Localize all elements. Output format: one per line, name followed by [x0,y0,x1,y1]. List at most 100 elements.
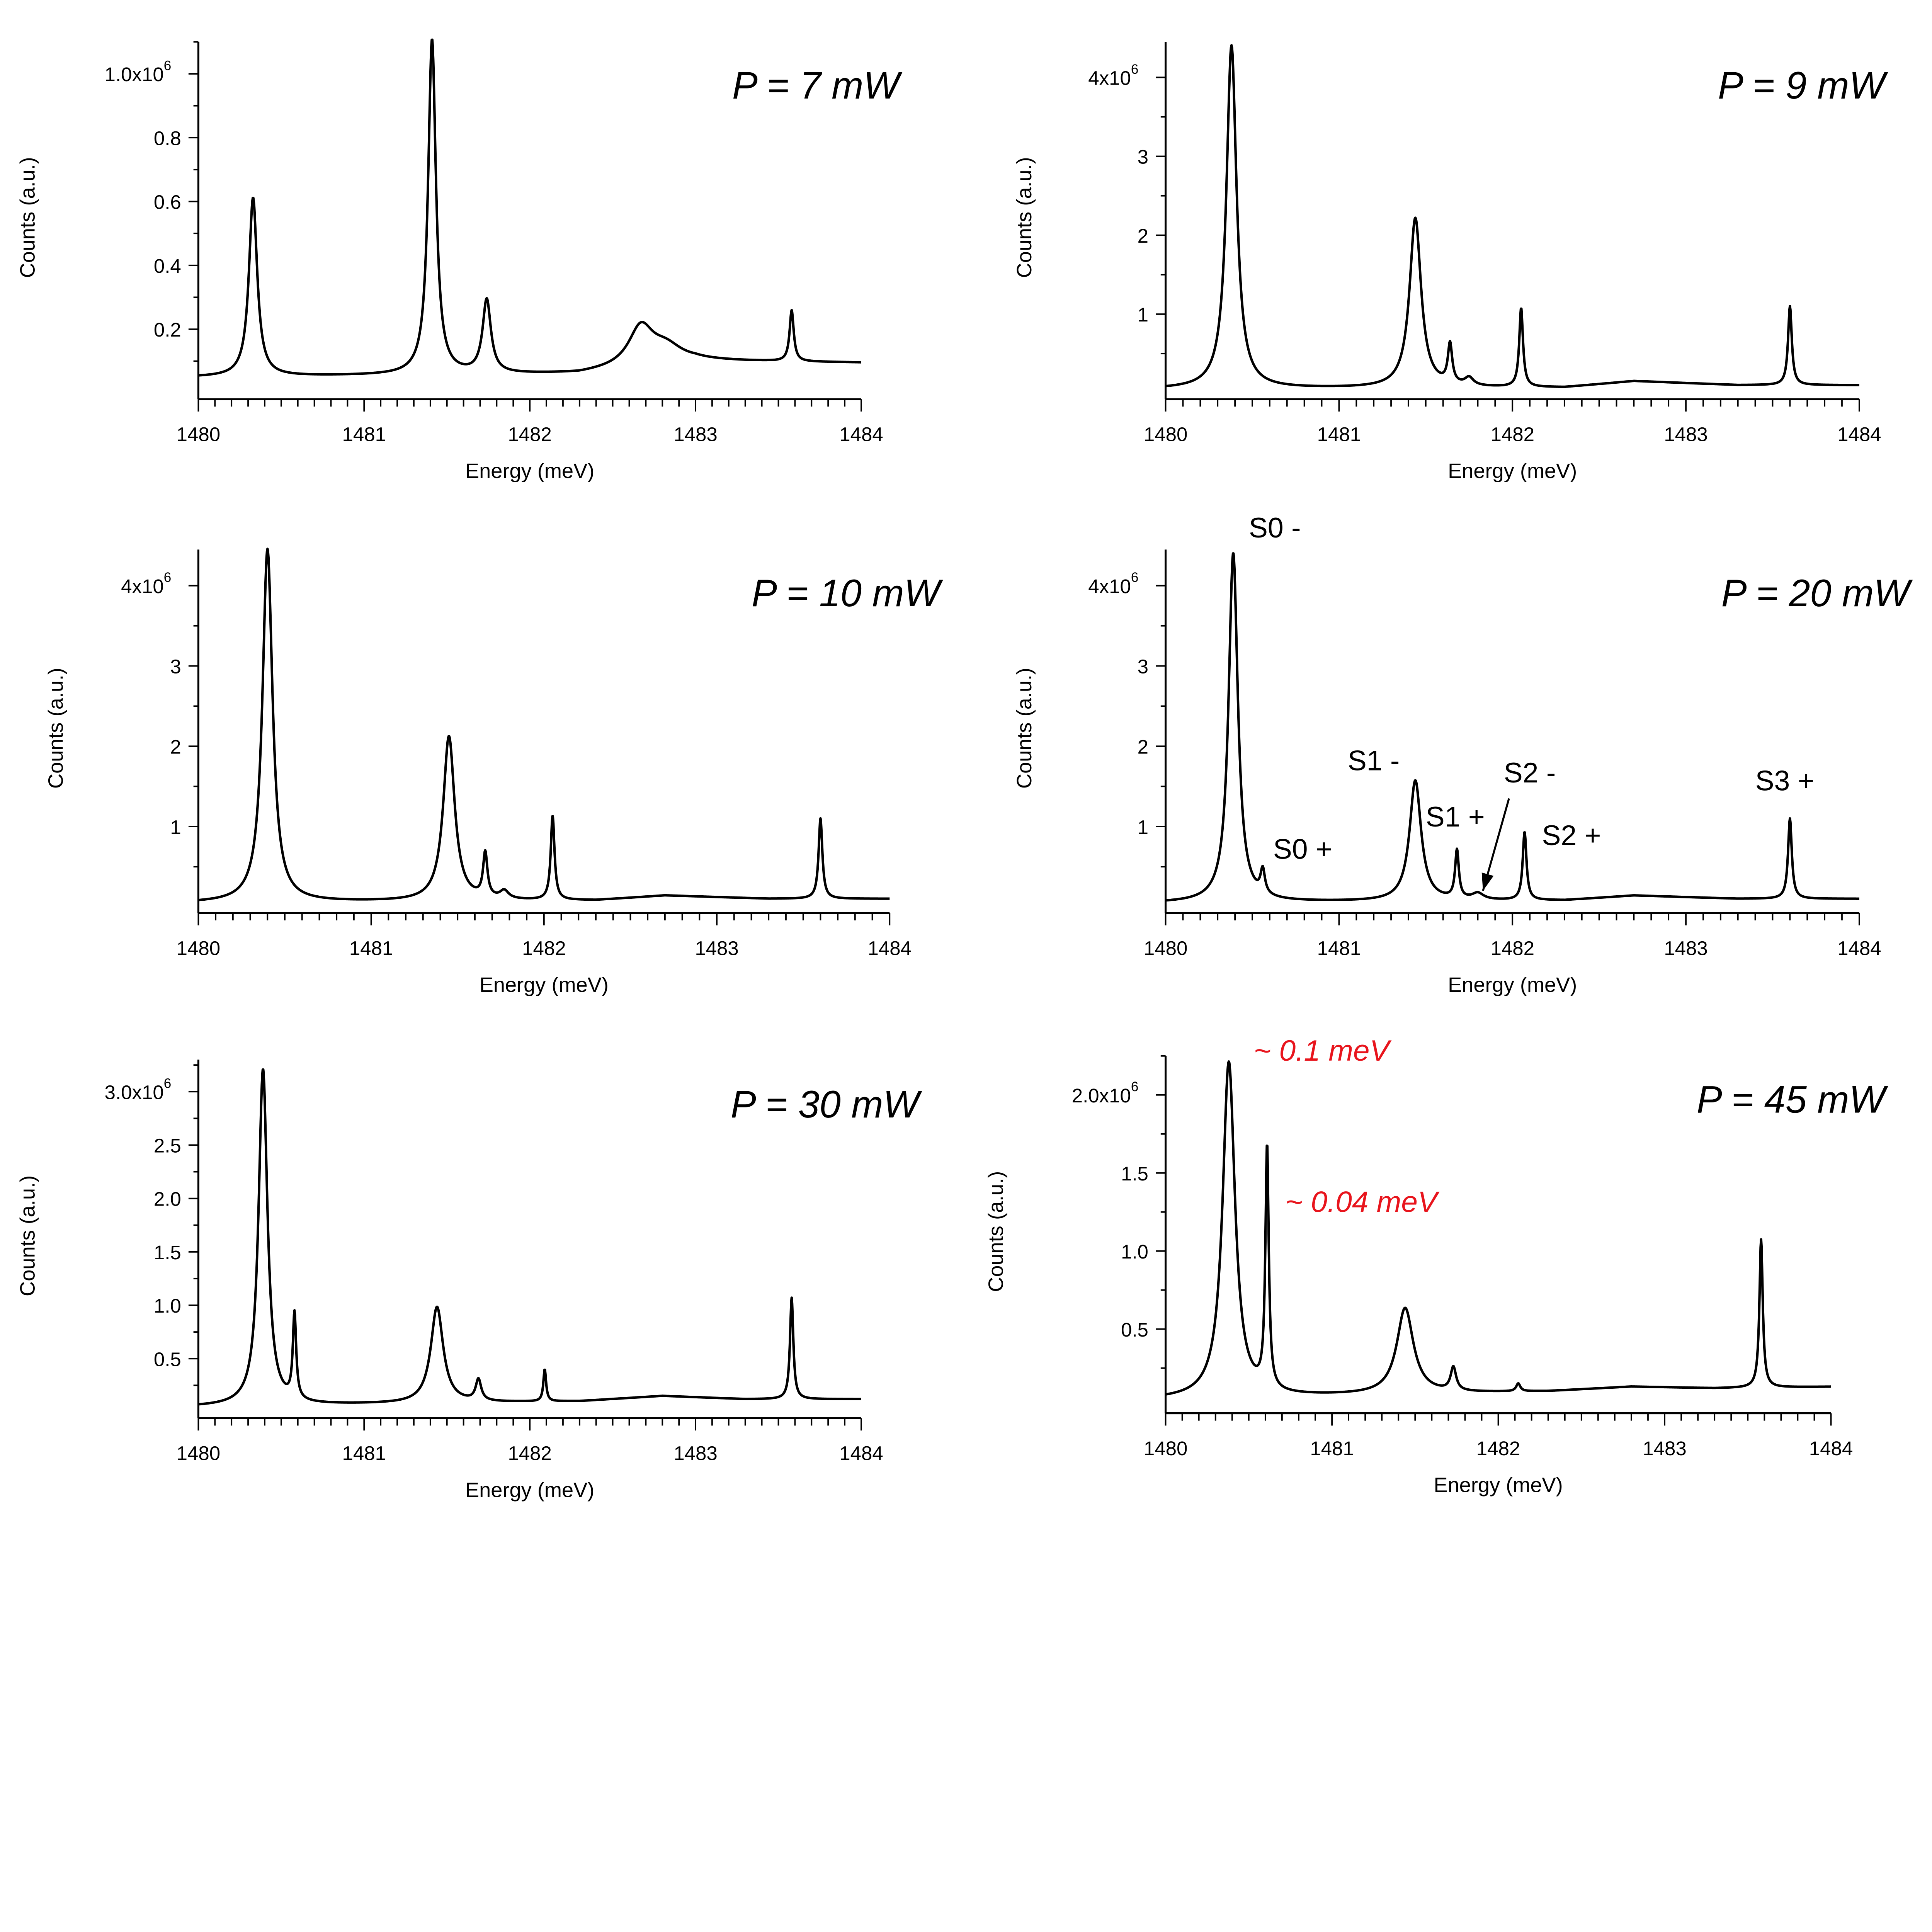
x-tick-label: 1481 [342,1442,386,1464]
y-axis-title: Counts (a.u.) [16,157,39,278]
spectrum-trace [1165,44,1860,388]
y-tick-label: 2.0x106 [1072,1079,1139,1107]
y-tick-label: 1.5 [1121,1163,1148,1185]
x-tick-label: 1482 [1490,423,1534,446]
x-axis-title: Energy (meV) [465,459,594,483]
y-tick-exponent: 6 [1131,570,1139,585]
x-tick-label: 1482 [508,1442,552,1464]
y-tick-label: 0.2 [154,319,181,341]
y-tick-label: 4x106 [1088,570,1138,597]
spectrum-trace [197,1068,862,1406]
y-tick-label: 1 [1138,816,1148,838]
x-tick-label: 1481 [1317,423,1361,446]
x-tick-label: 1483 [1664,937,1708,959]
x-axis-title: Energy (meV) [1448,973,1577,997]
y-tick-label: 2.5 [154,1135,181,1157]
y-axis-title: Counts (a.u.) [1013,668,1036,789]
x-axis-title: Energy (meV) [1434,1474,1563,1497]
y-tick-exponent: 6 [164,1076,172,1091]
y-tick-label: 1 [1138,304,1148,326]
peak-annotation: S2 - [1504,757,1556,789]
y-tick-label: 1.0 [154,1295,181,1317]
x-tick-label: 1484 [1837,937,1881,959]
peak-annotation: S3 + [1755,765,1815,797]
panel-3: 1480 1481 1482 1483 1484 1 2 3 4x106 Energy (meV)… [44,548,944,997]
figure-canvas: 1480 1481 1482 1483 1484 0.2 0.4 0.6 0.8 1.0x106 E… [16,38,1913,1502]
y-axis-title: Counts (a.u.) [44,668,68,789]
x-tick-label: 1483 [1643,1437,1687,1459]
peak-annotation: S0 - [1249,512,1301,544]
panel-title: P = 45 mW [1697,1078,1889,1121]
y-tick-label: 3 [170,656,181,678]
linewidth-annotation: ~ 0.04 meV [1286,1186,1440,1219]
x-tick-label: 1484 [839,423,883,446]
y-axis-title: Counts (a.u.) [16,1175,39,1296]
panel-6: 1480 1481 1482 1483 1484 0.5 1.0 1.5 2.0x106 Ener… [985,1034,1889,1497]
peak-annotation: S2 + [1542,820,1601,851]
x-tick-label: 1481 [349,937,393,959]
y-tick-label: 1.5 [154,1242,181,1264]
x-tick-label: 1484 [868,937,912,959]
x-tick-label: 1480 [1144,937,1188,959]
y-tick-exponent: 6 [164,570,172,585]
y-tick-label: 1 [170,816,181,838]
panel-1: 1480 1481 1482 1483 1484 0.2 0.4 0.6 0.8 1.0x106 E… [16,38,903,483]
y-tick-label: 1.0x106 [105,58,172,85]
x-tick-label: 1480 [1144,423,1188,446]
panel-title: P = 30 mW [731,1083,923,1126]
linewidth-annotation: ~ 0.1 meV [1254,1034,1392,1067]
y-tick-label: 4x106 [1088,62,1138,89]
x-tick-label: 1483 [673,1442,718,1464]
y-axis-title: Counts (a.u.) [985,1171,1008,1292]
y-tick-label: 2 [1138,225,1148,247]
spectrum-trace [197,548,891,901]
x-tick-label: 1481 [342,423,386,446]
y-tick-label: 0.5 [154,1348,181,1370]
x-axis-title: Energy (meV) [1448,459,1577,483]
x-tick-label: 1482 [508,423,552,446]
x-axis-title: Energy (meV) [480,973,609,997]
x-axis-title: Energy (meV) [465,1478,594,1502]
panel-title: P = 10 mW [752,572,944,614]
x-tick-label: 1484 [1809,1437,1853,1459]
x-tick-label: 1482 [1476,1437,1520,1459]
spectrum-trace [197,38,862,377]
x-tick-label: 1484 [1837,423,1881,446]
spectrum-trace [1165,1060,1832,1396]
y-tick-label: 0.4 [154,255,181,277]
y-tick-exponent: 6 [164,58,172,73]
peak-annotation: S1 - [1348,745,1400,777]
x-tick-label: 1480 [177,1442,220,1464]
x-tick-label: 1480 [177,937,220,959]
y-tick-exponent: 6 [1131,1079,1139,1094]
y-tick-label: 2.0 [154,1188,181,1210]
x-tick-label: 1482 [522,937,566,959]
x-tick-label: 1480 [1144,1437,1188,1459]
y-tick-label: 4x106 [121,570,171,597]
arrow-head [1481,872,1494,891]
y-tick-label: 0.5 [1121,1319,1148,1341]
y-tick-label: 0.6 [154,191,181,213]
spectrum-trace [1165,552,1860,902]
y-tick-label: 2 [170,736,181,758]
peak-annotation: S1 + [1426,801,1485,833]
x-tick-label: 1481 [1317,937,1361,959]
y-tick-label: 3 [1138,656,1148,678]
panel-title: P = 9 mW [1718,64,1889,107]
peak-annotation: S0 + [1273,833,1332,865]
panel-title: P = 7 mW [732,64,903,107]
y-axis-title: Counts (a.u.) [1013,157,1036,278]
y-tick-exponent: 6 [1131,62,1139,77]
x-tick-label: 1484 [839,1442,883,1464]
panel-title: P = 20 mW [1721,572,1913,614]
y-tick-label: 3.0x106 [105,1076,172,1104]
figure: 1480 1481 1482 1483 1484 0.2 0.4 0.6 0.8 1.0x106 E… [16,38,1913,1502]
y-tick-label: 1.0 [1121,1241,1148,1263]
x-tick-label: 1483 [673,423,718,446]
x-tick-label: 1482 [1490,937,1534,959]
y-tick-label: 0.8 [154,127,181,149]
panel-5: 1480 1481 1482 1483 1484 0.5 1.0 1.5 2.0 2.5 3.0x1… [16,1060,923,1502]
panel-2: 1480 1481 1482 1483 1484 1 2 3 4x106 Energy (meV)… [1013,42,1889,483]
x-tick-label: 1481 [1310,1437,1354,1459]
y-tick-label: 2 [1138,736,1148,758]
